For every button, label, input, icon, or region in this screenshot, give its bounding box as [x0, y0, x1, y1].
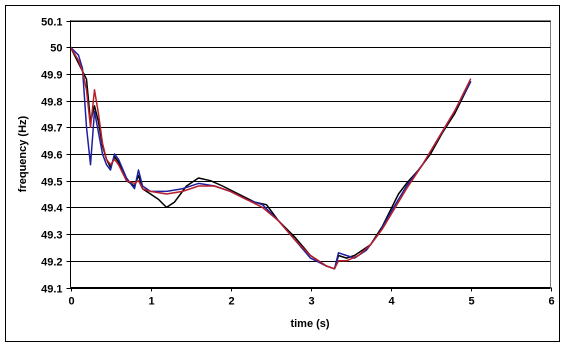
y-tick-label: 49.4 [41, 203, 63, 215]
y-tick-label: 49.9 [41, 70, 62, 82]
x-tick-label: 6 [548, 296, 554, 308]
y-tick-label: 49.6 [41, 150, 62, 162]
y-tick-label: 49.8 [41, 97, 62, 109]
x-tick-label: 1 [148, 296, 154, 308]
x-tick-label: 3 [308, 296, 314, 308]
axes: 49.149.249.349.449.549.649.749.849.95050… [41, 17, 554, 308]
x-tick-label: 0 [68, 296, 74, 308]
series-lines [69, 46, 472, 270]
y-tick-label: 49.3 [41, 230, 62, 242]
x-tick-label: 5 [468, 296, 474, 308]
gridlines [70, 21, 551, 289]
y-tick-label: 49.2 [41, 257, 62, 269]
y-tick-label: 49.5 [41, 177, 62, 189]
series-line-3 [69, 46, 472, 270]
y-tick-label: 49.7 [41, 123, 62, 135]
x-axis-title: time (s) [290, 318, 329, 330]
x-tick-label: 4 [388, 296, 395, 308]
x-tick-label: 2 [228, 296, 234, 308]
y-tick-label: 50.1 [41, 17, 62, 29]
y-tick-label: 49.1 [41, 284, 62, 296]
y-tick-label: 50 [50, 43, 62, 55]
y-axis-title: frequency (Hz) [17, 115, 29, 192]
